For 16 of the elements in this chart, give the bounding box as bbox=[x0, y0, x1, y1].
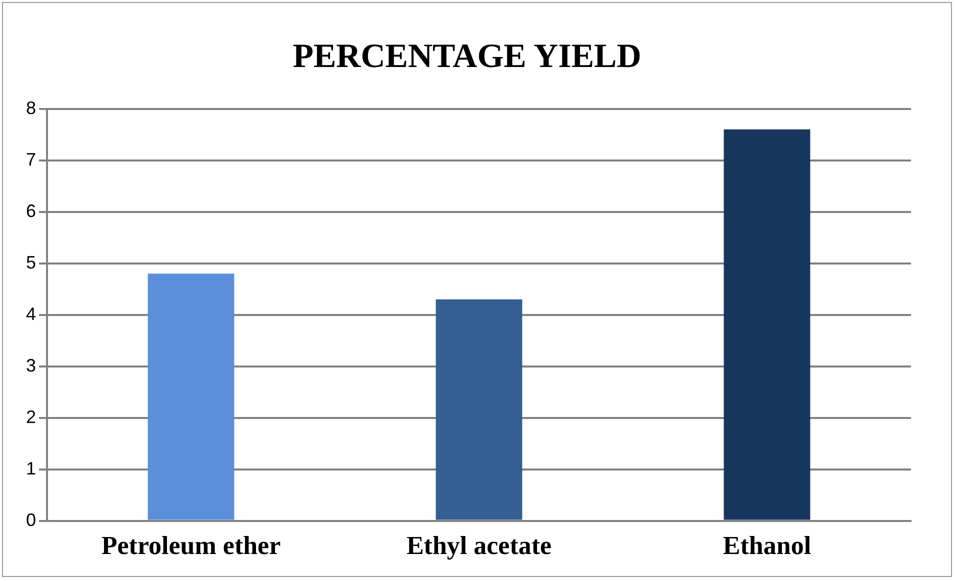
bar bbox=[436, 299, 522, 520]
y-tick-label: 4 bbox=[26, 304, 36, 324]
y-tick-label: 7 bbox=[26, 149, 36, 170]
y-tick-label: 5 bbox=[26, 252, 36, 272]
y-tick-label: 6 bbox=[26, 200, 36, 221]
chart-title: PERCENTAGE YIELD bbox=[292, 38, 642, 76]
y-tick-label: 0 bbox=[26, 510, 36, 530]
bar bbox=[724, 129, 810, 520]
y-tick-label: 3 bbox=[26, 355, 36, 376]
x-tick-label: Ethanol bbox=[722, 531, 812, 560]
y-tick-label: 1 bbox=[26, 458, 36, 478]
bar bbox=[148, 274, 234, 520]
x-tick-label: Ethyl acetate bbox=[406, 531, 552, 560]
x-tick-label: Petroleum ether bbox=[101, 531, 281, 560]
y-tick-label: 8 bbox=[26, 98, 36, 118]
y-tick-label: 2 bbox=[26, 406, 36, 427]
